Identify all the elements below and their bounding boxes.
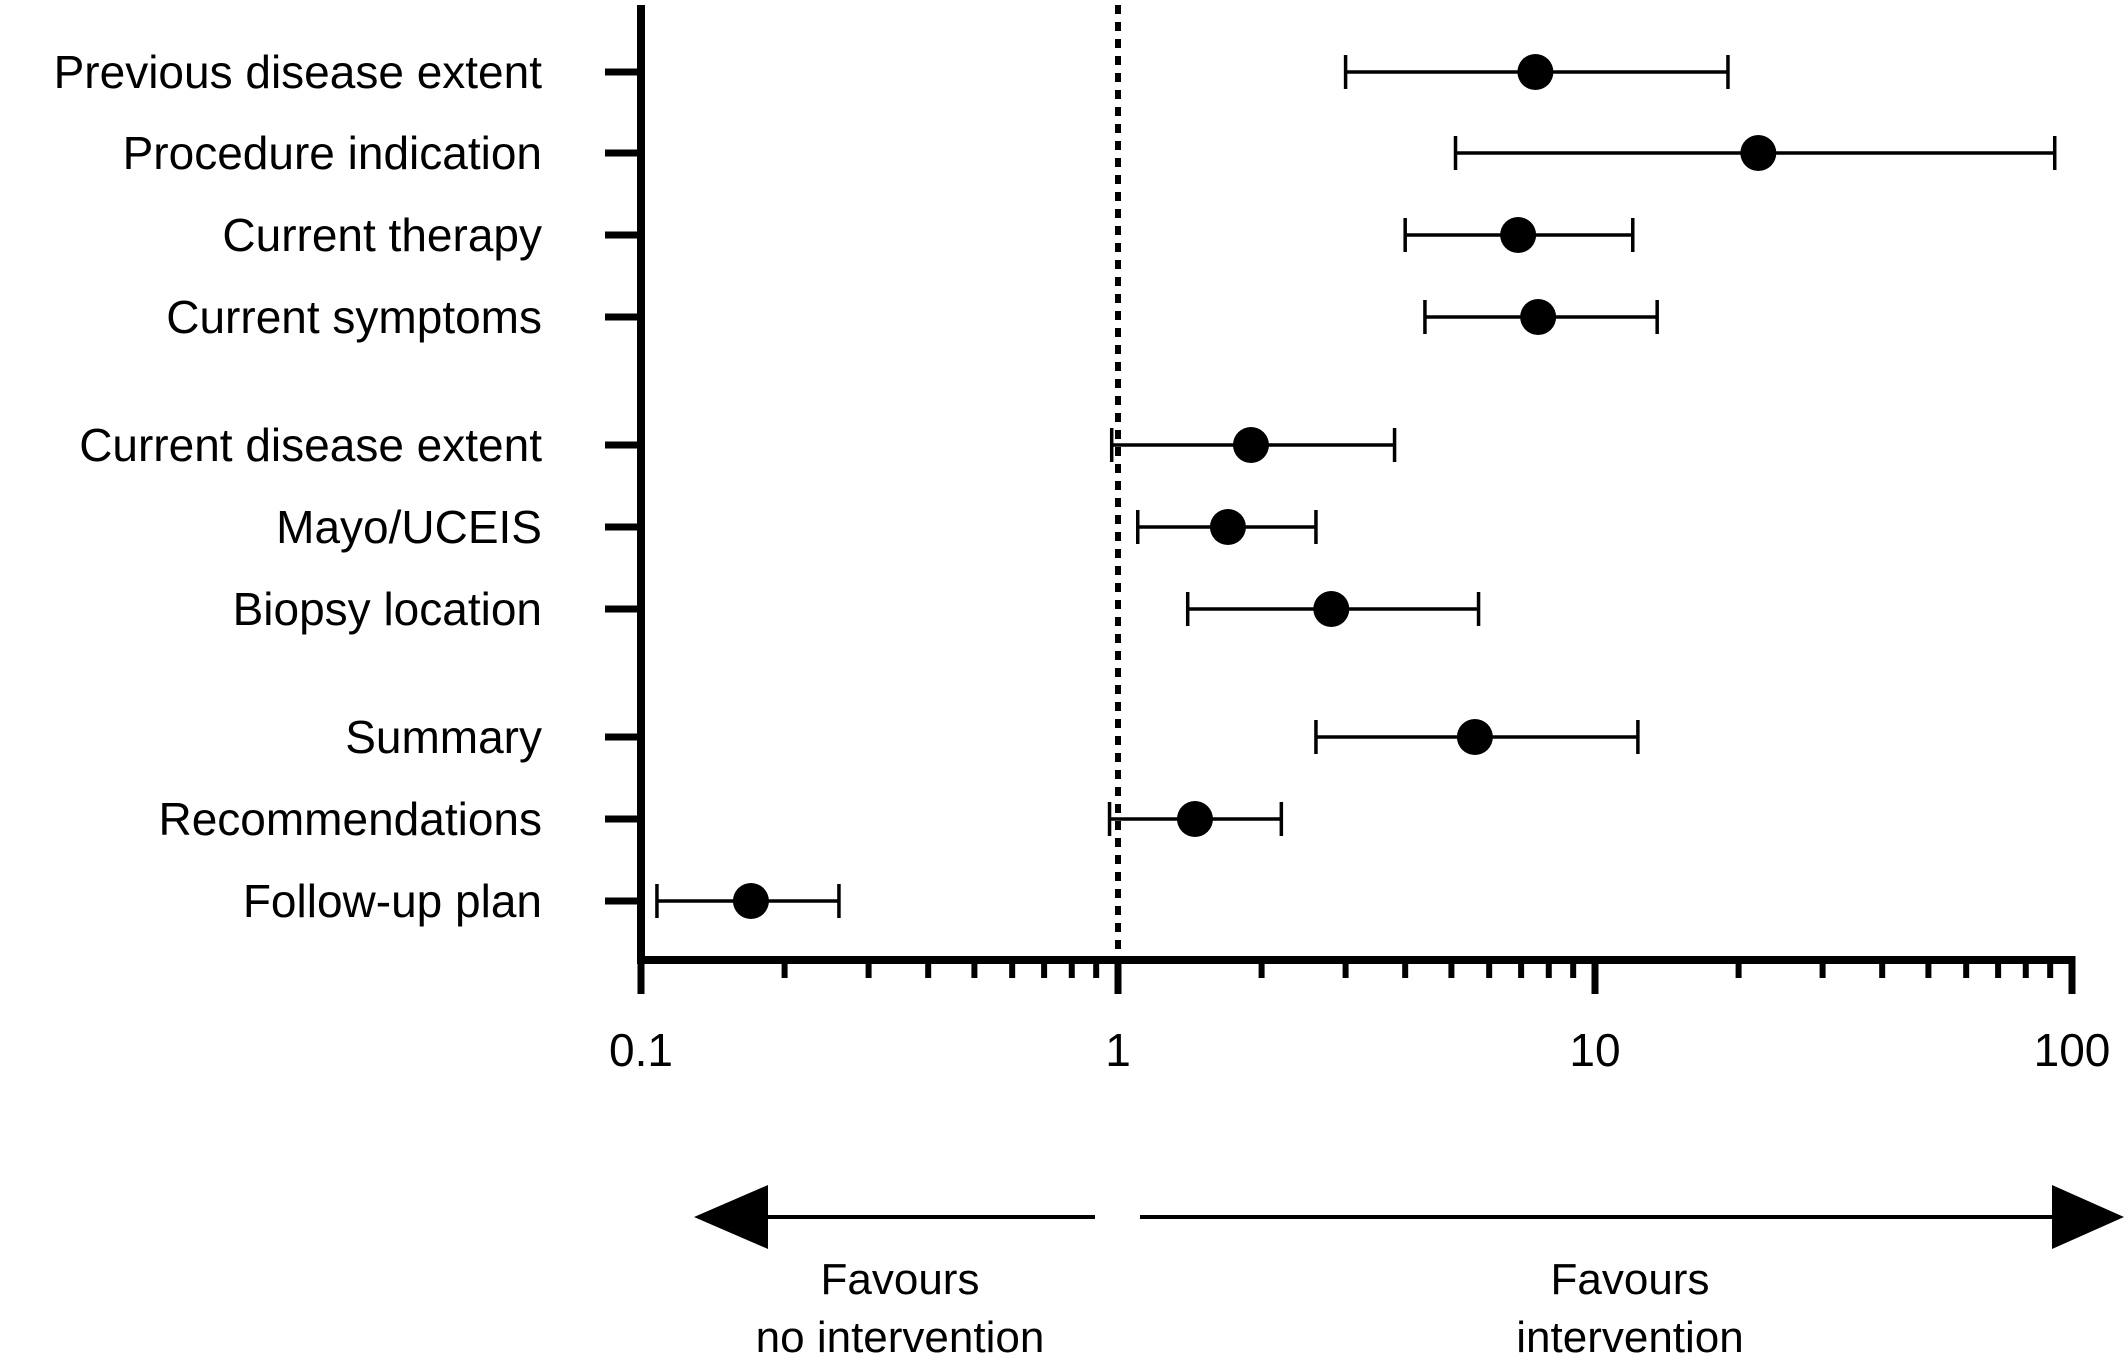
estimate-point <box>1740 135 1777 171</box>
x-tick-label: 0.1 <box>609 1024 673 1076</box>
forest-row: Recommendations <box>158 793 1284 845</box>
estimate-point <box>1517 54 1554 90</box>
estimate-point <box>1209 509 1246 545</box>
estimate-point <box>1456 719 1493 755</box>
row-label: Mayo/UCEIS <box>276 501 542 553</box>
estimate-point <box>1232 427 1269 463</box>
forest-row: Mayo/UCEIS <box>276 501 1318 553</box>
left-arrow-text-line1: Favours <box>821 1255 980 1304</box>
forest-rows: Previous disease extent Procedure indicat… <box>54 46 2057 927</box>
row-label: Biopsy location <box>233 583 542 635</box>
x-tick-label: 1 <box>1105 1024 1131 1076</box>
forest-row: Summary <box>345 711 1640 763</box>
row-label: Procedure indication <box>123 127 542 179</box>
x-axis-tick-labels: 0.1 1 10 100 <box>609 1024 2110 1076</box>
x-axis-ticks <box>637 956 2076 994</box>
estimate-point <box>1176 801 1213 837</box>
estimate-point <box>1500 217 1537 253</box>
forest-row: Current therapy <box>222 209 1635 261</box>
forest-row: Procedure indication <box>123 127 2057 179</box>
x-tick-label: 10 <box>1569 1024 1620 1076</box>
forest-row: Current disease extent <box>79 419 1397 471</box>
plot-axes <box>637 5 2074 964</box>
right-arrow-text-line2: intervention <box>1516 1313 1743 1362</box>
forest-row: Biopsy location <box>233 583 1481 635</box>
row-label: Current symptoms <box>166 291 542 343</box>
right-arrowhead <box>2052 1185 2124 1249</box>
row-label: Summary <box>345 711 542 763</box>
row-label: Previous disease extent <box>54 46 543 98</box>
direction-arrows: Favours no intervention Favours interven… <box>694 1185 2124 1362</box>
estimate-point <box>732 883 769 919</box>
row-label: Current disease extent <box>79 419 542 471</box>
forest-row: Previous disease extent <box>54 46 1730 98</box>
forest-row: Follow-up plan <box>243 875 841 927</box>
row-label: Recommendations <box>158 793 542 845</box>
estimate-point <box>1313 591 1350 627</box>
row-label: Follow-up plan <box>243 875 542 927</box>
left-arrow-text-line2: no intervention <box>756 1313 1045 1362</box>
right-arrow-text-line1: Favours <box>1551 1255 1710 1304</box>
x-tick-label: 100 <box>2034 1024 2111 1076</box>
row-label: Current therapy <box>222 209 542 261</box>
estimate-point <box>1520 299 1557 335</box>
forest-row: Current symptoms <box>166 291 1659 343</box>
left-arrowhead <box>694 1185 768 1249</box>
